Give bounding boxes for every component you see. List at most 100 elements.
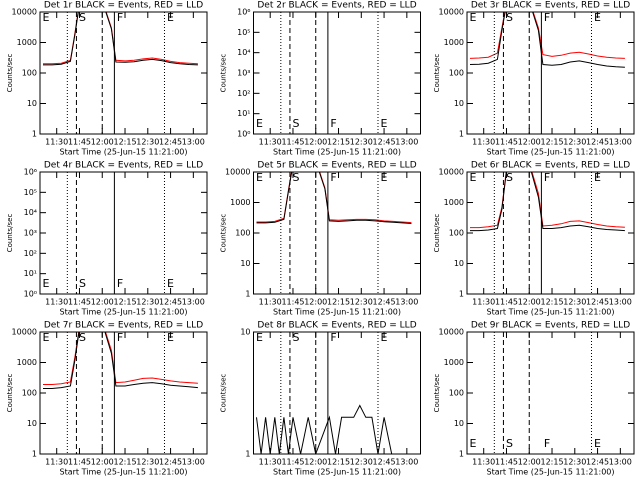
x-tick-label: 12:15 [327, 298, 350, 307]
annotation: E [594, 11, 601, 24]
chart-title: Det 5r BLACK = Events, RED = LLD [257, 161, 416, 171]
x-tick-label: 11:30 [259, 298, 282, 307]
y-tick-label: 10³ [24, 229, 37, 238]
annotation: F [117, 11, 123, 24]
y-axis-label: Counts/sec [220, 54, 228, 93]
plot-frame [466, 11, 635, 135]
x-tick-label: 12:45 [159, 458, 182, 467]
plot-frame [253, 11, 421, 135]
y-tick-label: 1 [459, 290, 464, 299]
x-axis-label: Start Time (25-Jun-15 11:21:00) [60, 308, 188, 317]
annotation: F [544, 171, 550, 184]
y-tick-label: 10² [237, 89, 250, 98]
x-tick-label: 12:15 [113, 138, 136, 147]
x-tick-label: 11:30 [259, 458, 282, 467]
x-tick-label: 13:00 [609, 298, 632, 307]
x-tick-label: 12:30 [350, 458, 373, 467]
y-tick-label: 10⁵ [237, 28, 250, 37]
x-tick-label: 12:15 [540, 458, 563, 467]
y-tick-label: 10⁴ [237, 48, 250, 57]
x-tick-label: 13:00 [182, 138, 205, 147]
series-line [256, 404, 393, 454]
y-axis-label: Counts/sec [433, 214, 441, 253]
chart-title: Det 3r BLACK = Events, RED = LLD [471, 1, 630, 11]
y-tick-label: 10⁰ [24, 290, 37, 299]
x-axis-label: Start Time (25-Jun-15 11:21:00) [273, 148, 401, 157]
annotation: E [256, 331, 263, 344]
annotation: F [544, 11, 550, 24]
y-tick-label: 1000 [230, 198, 250, 207]
x-tick-label: 12:15 [540, 138, 563, 147]
annotation: S [506, 171, 513, 184]
y-tick-label: 10¹ [24, 269, 37, 278]
x-tick-label: 12:15 [540, 298, 563, 307]
annotation: S [79, 331, 86, 344]
x-tick-label: 12:30 [350, 138, 373, 147]
y-tick-label: 10⁰ [237, 130, 250, 139]
x-tick-label: 11:30 [259, 138, 282, 147]
y-tick-label: 100 [449, 229, 464, 238]
y-tick-label: 100 [449, 389, 464, 398]
y-tick-label: 10 [240, 259, 250, 268]
y-tick-label: 10000 [439, 8, 464, 17]
y-tick-label: 10000 [225, 168, 250, 177]
y-tick-label: 10000 [439, 328, 464, 337]
y-tick-label: 1000 [444, 38, 464, 47]
series-line [469, 12, 625, 68]
x-tick-label: 12:15 [327, 138, 350, 147]
x-tick-label: 11:45 [495, 298, 518, 307]
y-tick-label: 100 [449, 69, 464, 78]
x-tick-label: 12:45 [159, 138, 182, 147]
plot-area [43, 12, 198, 66]
y-tick-label: 10000 [12, 8, 37, 17]
annotation: E [256, 171, 263, 184]
plot-frame [466, 171, 635, 295]
x-axis-label: Start Time (25-Jun-15 11:21:00) [273, 308, 401, 317]
x-tick-label: 12:00 [518, 458, 541, 467]
x-tick-label: 11:30 [472, 138, 495, 147]
y-tick-label: 1 [32, 130, 37, 139]
annotation: E [470, 171, 477, 184]
y-tick-label: 1 [459, 450, 464, 459]
x-tick-label: 11:45 [281, 298, 304, 307]
x-tick-label: 12:30 [136, 298, 159, 307]
y-tick-label: 1000 [444, 198, 464, 207]
x-tick-label: 13:00 [395, 138, 418, 147]
x-tick-label: 12:30 [350, 298, 373, 307]
chart-title: Det 2r BLACK = Events, RED = LLD [257, 1, 416, 11]
plot-area [256, 172, 412, 224]
chart-title: Det 1r BLACK = Events, RED = LLD [44, 1, 203, 11]
chart-title: Det 9r BLACK = Events, RED = LLD [471, 321, 630, 331]
annotation: E [470, 11, 477, 24]
annotation: E [594, 171, 601, 184]
annotation: E [167, 11, 174, 24]
panel: Det 1r BLACK = Events, RED = LLD Counts/s… [6, 1, 208, 157]
x-tick-label: 13:00 [609, 138, 632, 147]
x-tick-label: 11:45 [495, 138, 518, 147]
x-axis-label: Start Time (25-Jun-15 11:21:00) [487, 308, 615, 317]
panel: Det 4r BLACK = Events, RED = LLD Counts/s… [6, 161, 208, 317]
annotation: E [167, 277, 174, 290]
x-tick-label: 12:00 [304, 138, 327, 147]
panel: Det 8r BLACK = Events, RED = LLD Counts/s… [220, 321, 421, 477]
panel: Det 2r BLACK = Events, RED = LLD Counts/s… [220, 1, 421, 157]
y-axis-label: Counts/sec [220, 374, 228, 413]
x-tick-label: 11:30 [45, 138, 68, 147]
annotation: E [167, 331, 174, 344]
y-tick-label: 100 [22, 69, 37, 78]
y-axis-label: Counts/sec [6, 214, 14, 253]
x-tick-label: 12:45 [586, 458, 609, 467]
annotation: F [330, 117, 336, 130]
annotation: S [292, 171, 299, 184]
y-tick-label: 1000 [444, 358, 464, 367]
x-tick-label: 12:45 [373, 458, 396, 467]
x-tick-label: 12:30 [136, 458, 159, 467]
x-tick-label: 12:00 [91, 458, 114, 467]
y-tick-label: 10⁴ [24, 208, 37, 217]
y-tick-label: 1 [245, 450, 250, 459]
chart-title: Det 8r BLACK = Events, RED = LLD [257, 321, 416, 331]
panel: Det 5r BLACK = Events, RED = LLD Counts/s… [220, 161, 421, 317]
plot-frame [253, 331, 421, 455]
annotation: F [117, 277, 123, 290]
x-tick-label: 12:30 [136, 138, 159, 147]
